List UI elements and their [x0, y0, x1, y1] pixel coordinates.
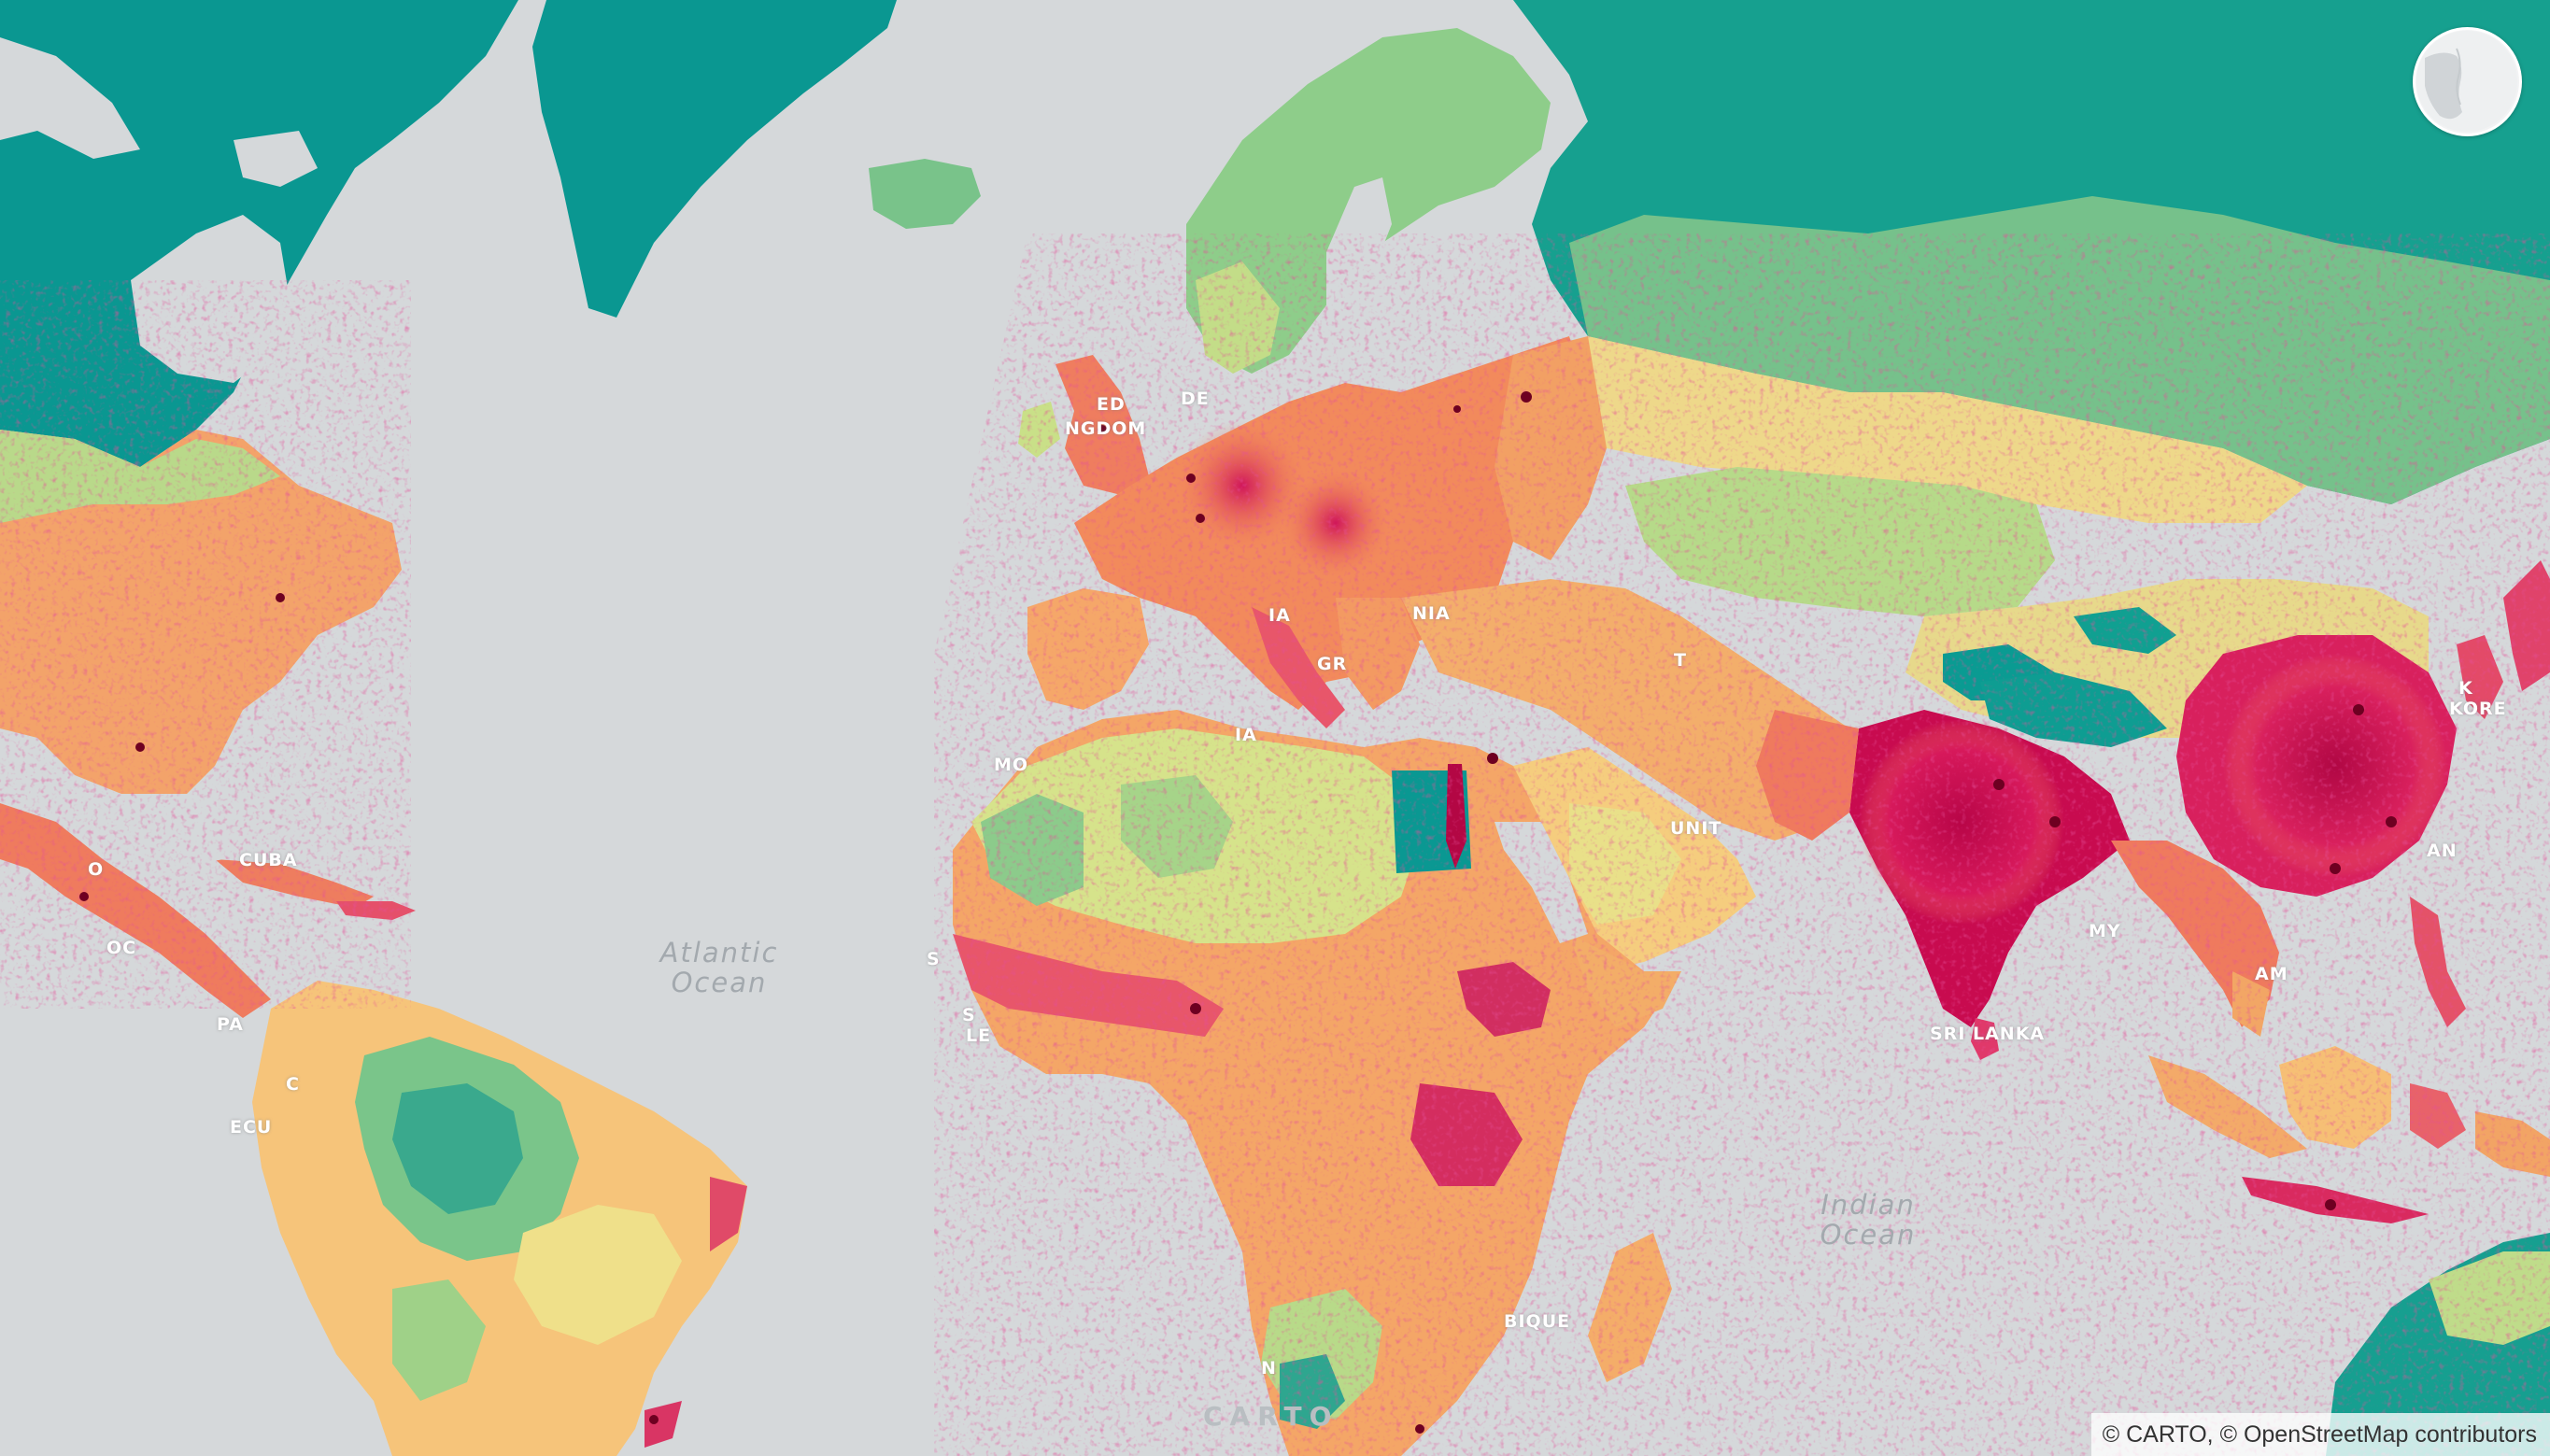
country-label: C	[286, 1074, 300, 1095]
ocean-label-line: Ocean	[1820, 1219, 1917, 1251]
country-label: CUBA	[239, 850, 298, 870]
country-label: OC	[106, 938, 137, 958]
map-attribution[interactable]: © CARTO, © OpenStreetMap contributors	[2090, 1413, 2550, 1456]
country-label: T	[1674, 650, 1687, 671]
ocean-label-indian: Indian Ocean	[1793, 1190, 1943, 1250]
country-label: K	[2458, 678, 2473, 699]
density-speckle	[0, 233, 2550, 1456]
globe-icon	[2416, 31, 2517, 132]
ocean-label-line: Atlantic	[659, 937, 779, 968]
city-hotspots	[79, 391, 2397, 1434]
country-label: DE	[1181, 389, 1210, 409]
country-label: IA	[1268, 605, 1291, 626]
country-label: PA	[217, 1014, 244, 1035]
country-label: ED	[1097, 394, 1126, 415]
country-label: GR	[1317, 654, 1348, 674]
ocean-label-atlantic: Atlantic Ocean	[645, 938, 794, 997]
country-label: NGDOM	[1065, 418, 1147, 439]
country-label: KORE	[2449, 699, 2507, 719]
landmass-south-america	[252, 981, 747, 1456]
globe-view-button[interactable]	[2413, 27, 2522, 136]
country-label: AN	[2427, 841, 2458, 861]
country-label: MY	[2089, 921, 2121, 941]
country-label: BIQUE	[1504, 1311, 1571, 1332]
country-label: S	[962, 1005, 976, 1025]
country-label: O	[88, 859, 105, 880]
country-label: ECU	[230, 1117, 273, 1138]
country-label: UNIT	[1670, 818, 1722, 839]
ocean-label-line: Indian	[1820, 1189, 1916, 1221]
country-label: NIA	[1412, 603, 1451, 624]
country-label: LE	[966, 1025, 992, 1046]
country-label: SRI LANKA	[1930, 1024, 2046, 1044]
country-label: S	[927, 949, 941, 969]
country-label: AM	[2255, 964, 2288, 984]
country-label: IA	[1235, 725, 1257, 745]
carto-logo: CARTO	[1203, 1401, 1339, 1432]
ocean-label-line: Ocean	[671, 967, 768, 998]
country-label: MO	[994, 755, 1029, 775]
country-label: N	[1261, 1358, 1277, 1378]
